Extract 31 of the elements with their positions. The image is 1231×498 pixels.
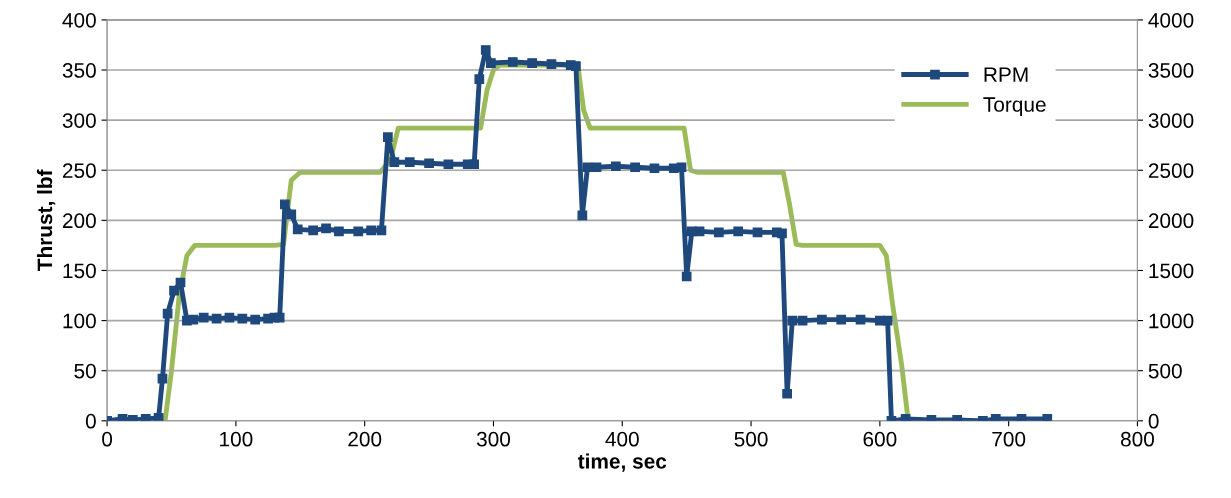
x-tick-label: 700	[992, 431, 1026, 447]
y2-tick-label: 2000	[1148, 213, 1194, 229]
y2-tick-label: 0	[1148, 413, 1159, 429]
y2-tick-label: 1000	[1149, 313, 1194, 329]
x-tick-label: 0	[102, 431, 113, 447]
x-axis-title: time, sec	[577, 453, 667, 472]
legend-label: Torque	[983, 97, 1046, 116]
y2-tick-label: 4000	[1148, 12, 1194, 28]
x-tick-label: 200	[348, 431, 382, 447]
y-tick-label: 150	[63, 263, 96, 279]
x-tick-label: 300	[476, 431, 511, 447]
x-tick-label: 800	[1120, 431, 1155, 447]
x-tick-label: 100	[220, 431, 253, 447]
x-tick-label: 500	[734, 431, 768, 447]
y2-tick-label: 2500	[1148, 163, 1194, 179]
y-tick-label: 400	[62, 12, 96, 28]
y-tick-label: 50	[74, 363, 96, 379]
y-tick-label: 100	[63, 313, 96, 329]
y-tick-label: 350	[62, 63, 96, 78]
y2-tick-label: 500	[1148, 363, 1182, 379]
y-tick-label: 0	[85, 413, 96, 429]
y2-tick-label: 3000	[1148, 113, 1194, 128]
y-axis-title: Thrust, lbf	[36, 169, 56, 272]
y-tick-label: 250	[62, 163, 96, 179]
legend-label: RPM	[984, 67, 1028, 82]
y-tick-label: 200	[62, 213, 96, 229]
y-tick-label: 300	[62, 113, 96, 128]
x-tick-label: 600	[863, 431, 897, 447]
y2-tick-label: 3500	[1148, 63, 1194, 78]
y2-tick-label: 1500	[1149, 263, 1194, 279]
x-tick-label: 400	[605, 431, 639, 447]
